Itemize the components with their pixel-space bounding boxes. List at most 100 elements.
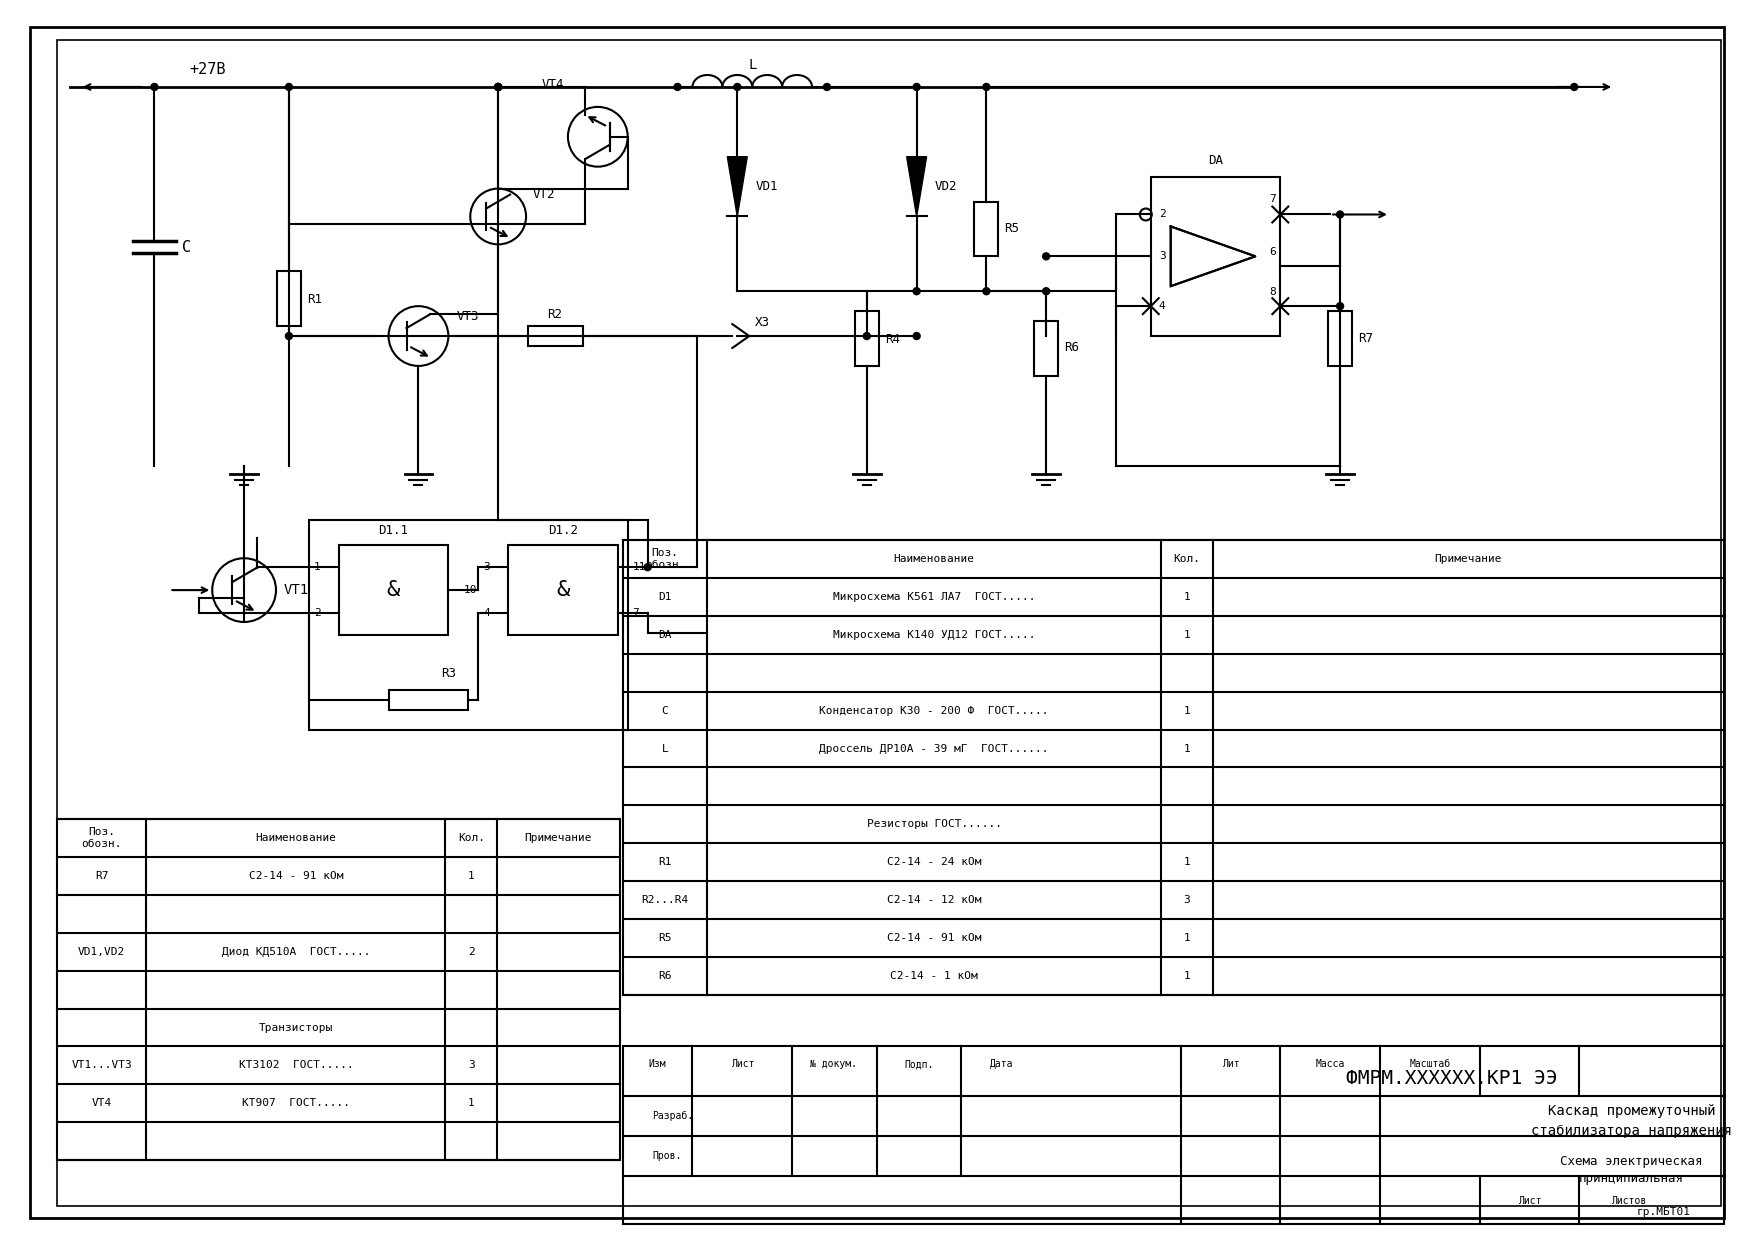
Text: КТ3102  ГОСТ.....: КТ3102 ГОСТ..... — [239, 1060, 353, 1070]
Text: VT4: VT4 — [91, 1099, 112, 1109]
Bar — [509, 546, 617, 635]
Text: гр.МБТ01: гр.МБТ01 — [1636, 1207, 1691, 1216]
Polygon shape — [728, 156, 747, 217]
Circle shape — [495, 83, 502, 91]
Bar — [528, 326, 582, 346]
Text: 7: 7 — [1268, 193, 1275, 203]
Bar — [1035, 321, 1058, 376]
Circle shape — [914, 332, 921, 340]
Text: Лист: Лист — [730, 1059, 754, 1069]
Text: VT1: VT1 — [284, 583, 309, 598]
Bar — [854, 311, 879, 366]
Text: Наименование: Наименование — [256, 833, 337, 843]
Bar — [339, 546, 449, 635]
Bar — [1151, 176, 1280, 336]
Bar — [277, 272, 302, 326]
Text: Каскад промежуточный: Каскад промежуточный — [1547, 1104, 1715, 1118]
Circle shape — [1042, 288, 1049, 295]
Text: VT2: VT2 — [533, 188, 556, 201]
Text: Примечание: Примечание — [524, 833, 593, 843]
Text: VT1...VT3: VT1...VT3 — [72, 1060, 132, 1070]
Circle shape — [644, 564, 651, 570]
Text: Схема электрическая: Схема электрическая — [1561, 1154, 1703, 1168]
Circle shape — [914, 288, 921, 295]
Text: Кол.: Кол. — [1173, 554, 1200, 564]
Text: 4: 4 — [1159, 301, 1165, 311]
Text: КТ907  ГОСТ.....: КТ907 ГОСТ..... — [242, 1099, 349, 1109]
Text: принципиальная: принципиальная — [1579, 1173, 1684, 1185]
Text: D1: D1 — [658, 591, 672, 603]
Polygon shape — [907, 156, 926, 217]
Text: 4: 4 — [484, 608, 489, 618]
Text: 10: 10 — [463, 585, 477, 595]
Circle shape — [495, 83, 502, 91]
Text: L: L — [747, 58, 756, 72]
Circle shape — [286, 332, 293, 340]
Circle shape — [863, 332, 870, 340]
Text: Подп.: Подп. — [903, 1059, 933, 1069]
Circle shape — [733, 83, 740, 91]
Text: 1: 1 — [1184, 932, 1189, 942]
Text: Микросхема К140 УД12 ГОСТ.....: Микросхема К140 УД12 ГОСТ..... — [833, 630, 1035, 640]
Text: Х3: Х3 — [756, 316, 770, 329]
Text: С2-14 - 1 кОм: С2-14 - 1 кОм — [891, 971, 979, 981]
Text: R3: R3 — [440, 667, 456, 681]
Text: Кол.: Кол. — [458, 833, 484, 843]
Text: 3: 3 — [468, 1060, 475, 1070]
Text: Дата: Дата — [989, 1059, 1014, 1069]
Text: DA: DA — [1209, 154, 1223, 167]
Text: 1: 1 — [314, 562, 321, 572]
Circle shape — [1337, 303, 1344, 310]
Text: Поз.
обозн.: Поз. обозн. — [645, 548, 686, 570]
Circle shape — [674, 83, 681, 91]
Text: Пров.: Пров. — [652, 1151, 682, 1161]
Text: DA: DA — [658, 630, 672, 640]
Text: R5: R5 — [1005, 222, 1019, 234]
Text: 1: 1 — [1184, 706, 1189, 715]
Text: № докум.: № докум. — [810, 1059, 858, 1069]
Text: VT3: VT3 — [456, 310, 479, 322]
Text: стабилизатора напряжения: стабилизатора напряжения — [1531, 1125, 1731, 1138]
Text: Микросхема К561 ЛА7  ГОСТ.....: Микросхема К561 ЛА7 ГОСТ..... — [833, 591, 1035, 603]
Text: Дроссель ДР10А - 39 мГ  ГОСТ......: Дроссель ДР10А - 39 мГ ГОСТ...... — [819, 744, 1049, 754]
Bar — [623, 1047, 1724, 1224]
Circle shape — [1042, 253, 1049, 260]
Text: 6: 6 — [1268, 247, 1275, 258]
Text: R5: R5 — [658, 932, 672, 942]
Bar — [975, 202, 998, 257]
Text: VD1,VD2: VD1,VD2 — [77, 947, 125, 957]
Text: Транзисторы: Транзисторы — [260, 1023, 333, 1033]
Text: С2-14 - 24 кОм: С2-14 - 24 кОм — [888, 857, 980, 867]
Text: L: L — [661, 744, 668, 754]
Text: D1.2: D1.2 — [547, 523, 577, 537]
Circle shape — [982, 83, 989, 91]
Bar — [1328, 311, 1352, 366]
Text: R1: R1 — [307, 293, 323, 306]
Text: 1: 1 — [468, 1099, 475, 1109]
Text: С2-14 - 91 кОм: С2-14 - 91 кОм — [249, 870, 344, 882]
Text: ФМРМ.XXXXXX.КР1 ЭЭ: ФМРМ.XXXXXX.КР1 ЭЭ — [1347, 1069, 1558, 1087]
Circle shape — [495, 83, 502, 91]
Text: Примечание: Примечание — [1435, 554, 1501, 564]
Text: VT4: VT4 — [542, 78, 565, 92]
Text: 3: 3 — [484, 562, 489, 572]
Text: Лист: Лист — [1517, 1195, 1542, 1205]
Text: 3: 3 — [1159, 252, 1165, 262]
Circle shape — [286, 83, 293, 91]
Text: VD2: VD2 — [935, 180, 958, 193]
Text: 2: 2 — [1159, 210, 1165, 219]
Text: &: & — [556, 580, 570, 600]
Text: Разраб.: Разраб. — [652, 1111, 695, 1121]
Text: R2...R4: R2...R4 — [642, 895, 689, 905]
Text: Диод КД510А  ГОСТ.....: Диод КД510А ГОСТ..... — [221, 947, 370, 957]
Text: 1: 1 — [1184, 630, 1189, 640]
Circle shape — [151, 83, 158, 91]
Text: 2: 2 — [468, 947, 475, 957]
Text: R4: R4 — [884, 332, 900, 346]
Circle shape — [823, 83, 830, 91]
Text: 2: 2 — [314, 608, 321, 618]
Text: Резисторы ГОСТ......: Резисторы ГОСТ...... — [866, 820, 1002, 830]
Text: Поз.
обозн.: Поз. обозн. — [81, 827, 121, 849]
Text: 8: 8 — [1268, 288, 1275, 298]
Text: 1: 1 — [1184, 744, 1189, 754]
